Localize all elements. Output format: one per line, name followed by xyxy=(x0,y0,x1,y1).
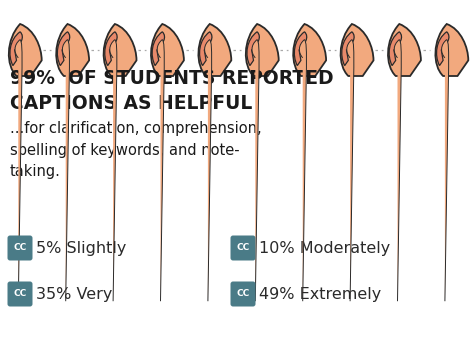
Text: 10% Moderately: 10% Moderately xyxy=(259,241,390,256)
Text: 49% Extremely: 49% Extremely xyxy=(259,286,381,302)
PathPatch shape xyxy=(252,39,259,58)
FancyBboxPatch shape xyxy=(8,236,33,261)
Text: 99%  OF STUDENTS REPORTED: 99% OF STUDENTS REPORTED xyxy=(10,69,334,88)
PathPatch shape xyxy=(394,39,401,58)
PathPatch shape xyxy=(205,39,212,58)
PathPatch shape xyxy=(104,24,137,76)
PathPatch shape xyxy=(341,24,374,76)
PathPatch shape xyxy=(9,24,42,76)
PathPatch shape xyxy=(436,24,468,76)
Text: 5% Slightly: 5% Slightly xyxy=(36,241,127,256)
FancyBboxPatch shape xyxy=(230,281,255,307)
PathPatch shape xyxy=(10,32,22,66)
PathPatch shape xyxy=(110,39,117,58)
PathPatch shape xyxy=(294,32,307,66)
PathPatch shape xyxy=(293,24,326,76)
PathPatch shape xyxy=(347,39,354,58)
PathPatch shape xyxy=(388,24,421,76)
PathPatch shape xyxy=(246,24,279,76)
PathPatch shape xyxy=(157,39,164,58)
Text: 35% Very: 35% Very xyxy=(36,286,112,302)
PathPatch shape xyxy=(342,32,354,66)
PathPatch shape xyxy=(56,24,89,76)
FancyBboxPatch shape xyxy=(230,236,255,261)
PathPatch shape xyxy=(152,32,164,66)
PathPatch shape xyxy=(63,39,70,58)
Text: CC: CC xyxy=(237,289,250,298)
PathPatch shape xyxy=(247,32,259,66)
PathPatch shape xyxy=(437,32,449,66)
PathPatch shape xyxy=(15,39,22,58)
PathPatch shape xyxy=(105,32,117,66)
PathPatch shape xyxy=(199,24,231,76)
Text: CC: CC xyxy=(13,243,27,252)
PathPatch shape xyxy=(57,32,70,66)
PathPatch shape xyxy=(151,24,184,76)
PathPatch shape xyxy=(300,39,307,58)
FancyBboxPatch shape xyxy=(8,281,33,307)
Text: CAPTIONS AS HELPFUL: CAPTIONS AS HELPFUL xyxy=(10,94,252,113)
Text: CC: CC xyxy=(13,289,27,298)
PathPatch shape xyxy=(442,39,449,58)
Text: ...for clarification, comprehension,
spelling of keywords, and note-
taking.: ...for clarification, comprehension, spe… xyxy=(10,121,262,179)
PathPatch shape xyxy=(389,32,401,66)
PathPatch shape xyxy=(200,32,212,66)
Text: CC: CC xyxy=(237,243,250,252)
